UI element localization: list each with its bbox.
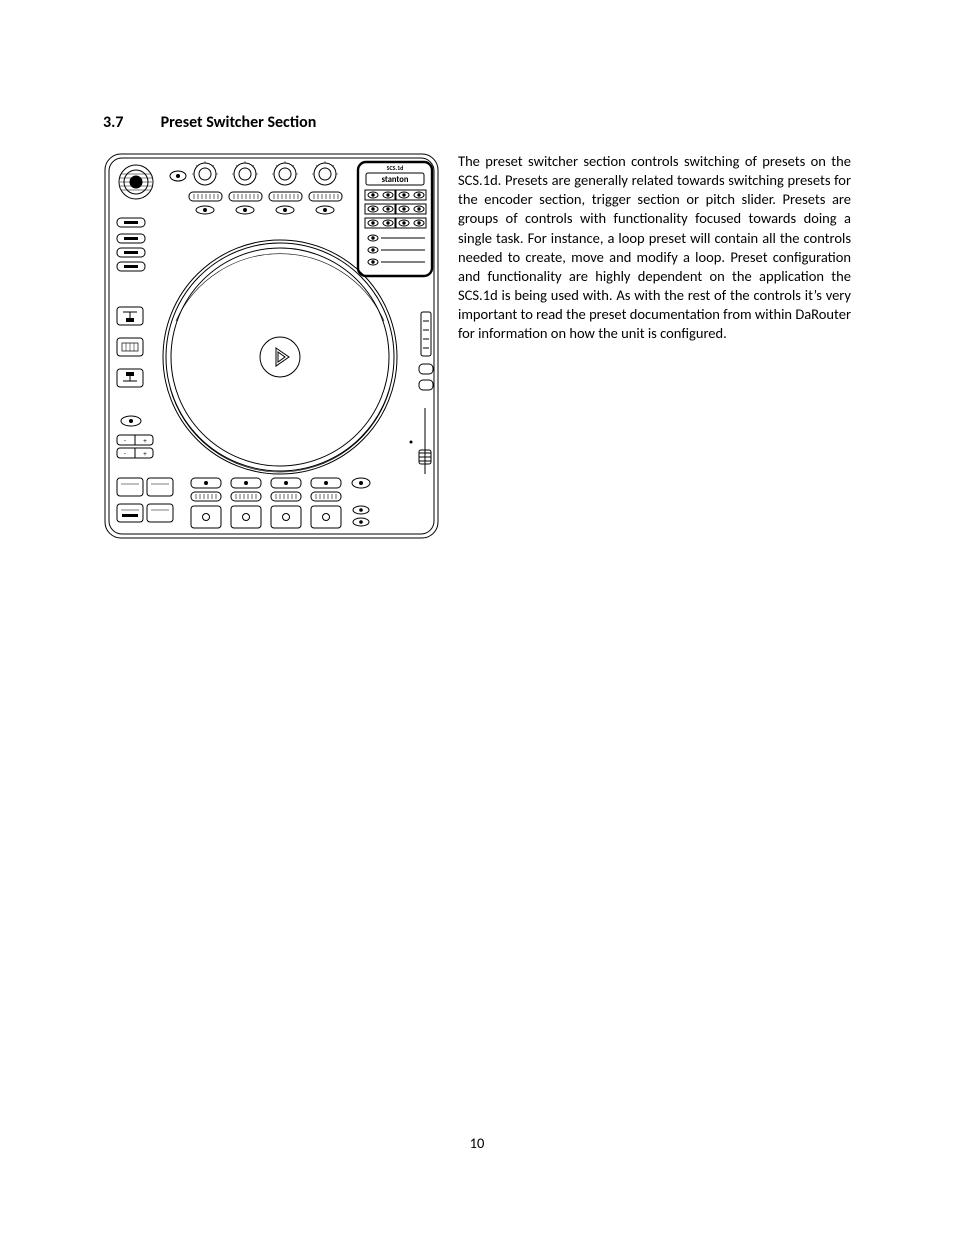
section-heading: 3.7 Preset Switcher Section [103, 113, 851, 132]
page-number: 10 [0, 1134, 954, 1152]
brand-model-label: SCS.1d [387, 164, 404, 172]
section-body-text: The preset switcher section controls swi… [458, 152, 851, 343]
brand-label: stanton [382, 175, 409, 185]
svg-text:-: - [124, 449, 126, 458]
svg-text:+: + [143, 449, 147, 458]
section-title: Preset Switcher Section [161, 113, 317, 132]
svg-text:-: - [124, 436, 126, 445]
device-diagram: SCS.1d stanton [103, 152, 440, 540]
section-number: 3.7 [103, 113, 157, 132]
svg-text:+: + [143, 436, 147, 445]
